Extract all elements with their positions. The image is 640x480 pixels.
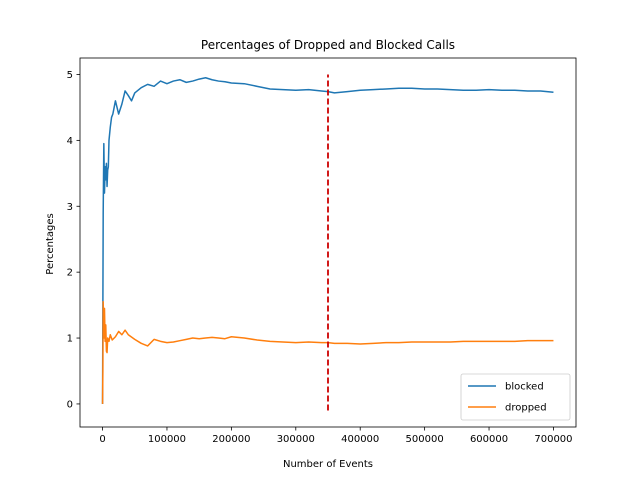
x-tick-label: 500000 — [406, 434, 444, 445]
y-tick-label: 3 — [67, 202, 73, 213]
y-axis-label: Percentages — [45, 213, 56, 274]
y-axis: 0 1 2 3 4 5 — [67, 70, 80, 410]
y-tick-label: 0 — [67, 399, 73, 410]
x-tick-label: 600000 — [470, 434, 508, 445]
series-line-dropped — [101, 301, 554, 404]
x-axis: 0 100000 200000 300000 400000 500000 600000 700… — [99, 427, 573, 445]
chart-title: Percentages of Dropped and Blocked Calls — [201, 38, 455, 52]
x-tick-label: 700000 — [534, 434, 572, 445]
plot-area — [79, 57, 577, 428]
x-tick-label: 100000 — [148, 434, 186, 445]
legend-label-dropped: dropped — [505, 403, 547, 414]
legend-label-blocked: blocked — [505, 382, 544, 393]
x-tick-label: 0 — [99, 434, 105, 445]
y-tick-label: 5 — [67, 70, 73, 81]
x-tick-label: 300000 — [277, 434, 315, 445]
legend: blocked dropped — [460, 373, 571, 421]
series-layer — [101, 77, 554, 404]
x-axis-label: Number of Events — [283, 459, 373, 470]
y-tick-label: 2 — [67, 268, 73, 279]
series-line-blocked — [101, 77, 554, 404]
axes-frame — [79, 57, 577, 428]
y-tick-label: 1 — [67, 334, 73, 345]
y-tick-label: 4 — [67, 136, 73, 147]
x-tick-label: 200000 — [212, 434, 250, 445]
x-tick-label: 400000 — [341, 434, 379, 445]
